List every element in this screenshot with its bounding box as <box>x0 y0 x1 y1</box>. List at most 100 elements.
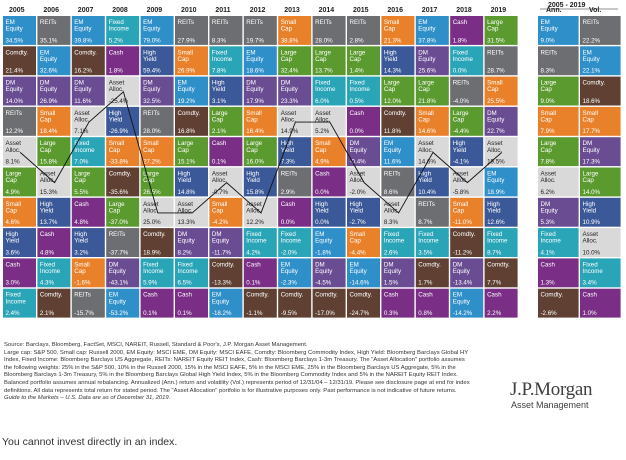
asset-label: EM <box>487 171 496 178</box>
asset-label: Large <box>143 171 159 178</box>
asset-label: Comdty. <box>350 292 373 299</box>
cell-bg <box>484 76 518 106</box>
asset-label: Cap <box>315 56 327 63</box>
span-header: 2005 - 2019 <box>548 2 585 9</box>
asset-label: Comdty. <box>315 292 338 299</box>
return-value: 1.8% <box>109 68 124 75</box>
asset-label: Income <box>6 298 27 305</box>
asset-label: Income <box>212 56 233 63</box>
asset-label: Cap <box>583 117 595 124</box>
return-value: 7.1% <box>74 128 89 135</box>
cell-bg <box>484 46 518 76</box>
asset-label: Equity <box>350 268 368 275</box>
cell-bg <box>381 258 415 288</box>
return-cell: Cash 0.0% <box>278 197 312 227</box>
return-value: -4.5% <box>315 280 332 287</box>
return-value: -18.2% <box>212 310 232 317</box>
asset-label: REITs <box>281 171 298 178</box>
return-value: 6.0% <box>315 98 330 105</box>
cell-bg <box>3 76 36 106</box>
cell-bg <box>71 16 105 45</box>
asset-label: Cash <box>143 292 158 299</box>
return-value: 6.2% <box>541 189 556 196</box>
asset-label: Fixed <box>487 231 503 238</box>
asset-label: DM <box>74 80 84 87</box>
return-value: 1.8% <box>453 37 468 44</box>
asset-label: Comdty. <box>109 171 132 178</box>
return-cell: REITs 8.3% <box>209 16 243 45</box>
asset-label: Equity <box>583 56 601 63</box>
asset-label: Income <box>453 56 474 63</box>
asset-label: REITs <box>350 19 367 26</box>
return-value: 0.1% <box>246 280 261 287</box>
cell-bg <box>106 228 140 257</box>
vol-header: Vol. <box>589 7 601 14</box>
asset-label: Equity <box>246 56 264 63</box>
asset-label: Large <box>109 201 125 208</box>
return-value: 17.3% <box>583 159 601 166</box>
return-cell: Comdty. -24.7% <box>347 288 380 318</box>
return-value: -9.5% <box>281 310 298 317</box>
asset-label: Yield <box>453 147 467 154</box>
return-value: 18.6% <box>583 98 601 105</box>
cell-bg <box>37 258 71 288</box>
cell-bg <box>312 106 346 136</box>
return-value: -11.2% <box>453 249 473 256</box>
cell-bg <box>312 258 346 288</box>
cell-bg <box>3 167 36 197</box>
return-value: -37.0% <box>109 219 129 226</box>
return-value: 8.3% <box>541 68 556 75</box>
asset-label: EM <box>6 19 15 26</box>
return-value: 3.0% <box>6 280 21 287</box>
asset-label: High <box>453 140 466 147</box>
asset-label: Small <box>109 140 124 147</box>
asset-label: Cap <box>143 147 155 154</box>
cell-bg <box>347 228 380 257</box>
cell-bg <box>37 288 71 318</box>
return-value: -14.2% <box>453 310 473 317</box>
return-cell: Comdty. 21.4% <box>3 46 36 76</box>
return-value: -14.6% <box>350 280 370 287</box>
asset-label: REITs <box>583 19 600 26</box>
return-value: -4.4% <box>453 128 470 135</box>
asset-label: Fixed <box>281 231 297 238</box>
asset-label: Equity <box>315 238 333 245</box>
caption: You cannot invest directly in an index. <box>2 436 178 448</box>
asset-class-returns-chart: 2005 2006 2007 2008 2009 2010 2011 2012 2013 2014… <box>3 2 621 318</box>
asset-label: Comdty. <box>453 231 476 238</box>
asset-label: EM <box>246 49 255 56</box>
asset-label: Alloc. <box>418 147 433 154</box>
asset-label: Small <box>384 19 399 26</box>
asset-label: Asset <box>178 201 194 208</box>
cell-bg <box>71 197 105 227</box>
return-value: 5.3% <box>541 219 556 226</box>
cell-bg <box>243 167 277 197</box>
asset-label: DM <box>350 140 360 147</box>
asset-label: Asset <box>583 231 599 238</box>
return-value: 8.3% <box>384 219 399 226</box>
return-value: 3.6% <box>6 249 21 256</box>
volatility-cell: REITs 22.2% <box>580 16 621 45</box>
asset-label: Comdty. <box>487 261 510 268</box>
return-cell: Cash 0.3% <box>381 288 415 318</box>
asset-label: Comdty. <box>178 110 201 117</box>
asset-label: Cap <box>6 207 18 214</box>
cell-bg <box>450 197 484 227</box>
asset-label: Fixed <box>418 231 434 238</box>
asset-label: REITs <box>453 80 470 87</box>
asset-label: Equity <box>74 86 92 93</box>
return-value: -2.7% <box>350 219 367 226</box>
return-value: 14.9% <box>281 128 299 135</box>
